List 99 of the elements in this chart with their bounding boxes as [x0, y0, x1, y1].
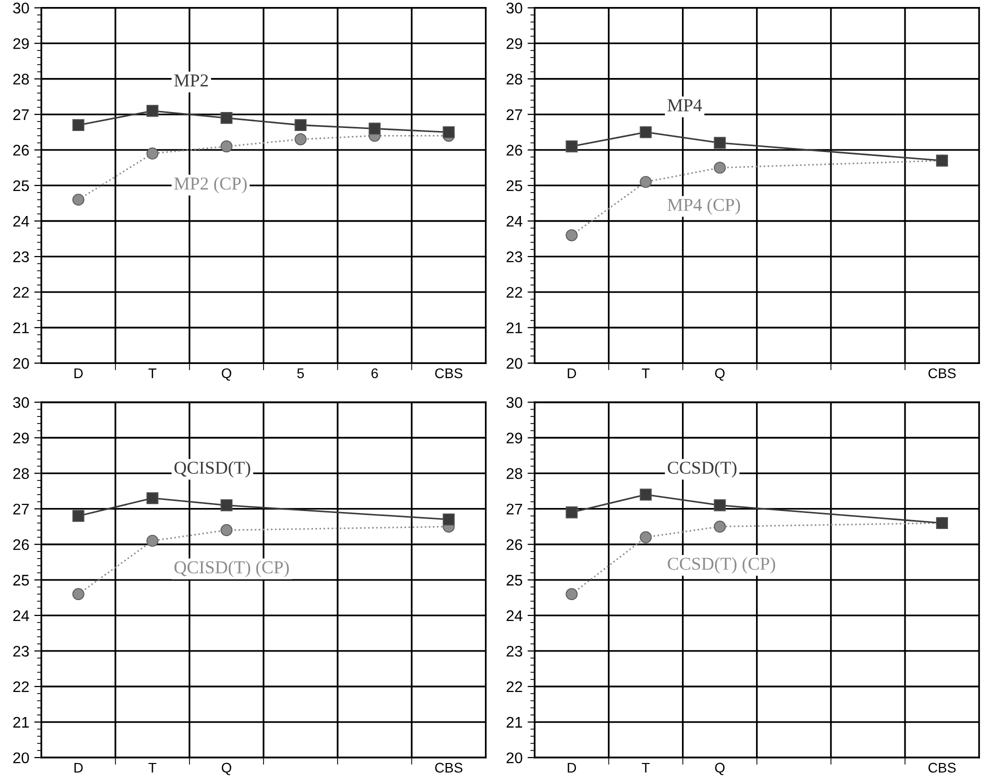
point — [566, 140, 578, 152]
series-label: MP4 (CP) — [668, 198, 740, 215]
y-tick-label: 26 — [13, 144, 29, 156]
y-tick-label: 23 — [506, 646, 522, 657]
y-tick-label: 30 — [506, 397, 522, 408]
point — [566, 588, 578, 600]
point — [220, 499, 232, 512]
y-tick-label: 23 — [13, 646, 29, 657]
point — [714, 162, 726, 174]
point — [566, 229, 578, 242]
y-tick-label: 27 — [506, 109, 522, 120]
point — [640, 488, 652, 501]
x-tick-label: T — [148, 368, 156, 378]
y-tick-label: 25 — [13, 180, 29, 192]
x-tick-label: CBS — [928, 368, 956, 378]
y-tick-label: 29 — [13, 432, 29, 444]
point — [640, 531, 652, 544]
x-tick-label: D — [568, 762, 576, 772]
y-tick-label: 22 — [13, 286, 29, 298]
series-label: CCSD(T) — [668, 461, 736, 478]
point — [714, 520, 726, 533]
y-tick-label: 22 — [506, 681, 522, 692]
y-tick-label: 26 — [506, 539, 522, 550]
series-label: QCISD(T) — [174, 461, 250, 478]
point — [294, 119, 307, 132]
point — [220, 524, 232, 536]
y-tick-label: 24 — [506, 216, 522, 227]
point — [72, 194, 84, 206]
y-tick-label: 24 — [13, 610, 30, 621]
point — [146, 492, 158, 504]
x-tick-label: D — [568, 368, 576, 378]
point — [368, 122, 381, 135]
x-tick-label: 6 — [371, 368, 378, 378]
y-tick-label: 26 — [506, 144, 522, 156]
y-tick-label: 20 — [13, 358, 29, 369]
x-tick-label: D — [74, 368, 83, 378]
y-tick-label: 21 — [506, 716, 522, 728]
y-tick-label: 23 — [13, 251, 29, 262]
y-tick-label: 30 — [13, 397, 29, 408]
y-tick-label: 21 — [13, 322, 29, 334]
point — [442, 126, 455, 138]
y-tick-label: 20 — [13, 752, 29, 764]
y-tick-label: 21 — [506, 322, 522, 334]
x-tick-label: Q — [222, 368, 232, 381]
point — [294, 133, 307, 146]
x-tick-label: Q — [222, 762, 232, 776]
y-tick-label: 20 — [506, 358, 522, 369]
point — [146, 148, 158, 160]
point — [72, 588, 84, 600]
y-tick-label: 25 — [506, 180, 522, 192]
point — [72, 119, 84, 132]
y-tick-label: 24 — [13, 216, 30, 227]
series-label: MP2 (CP) — [174, 176, 247, 194]
x-tick-label: Q — [715, 762, 725, 776]
y-tick-label: 28 — [506, 468, 522, 479]
x-tick-label: CBS — [435, 368, 462, 378]
y-tick-label: 21 — [13, 716, 29, 728]
x-tick-label: Q — [715, 368, 725, 381]
point — [72, 510, 84, 522]
x-tick-label: 5 — [297, 368, 304, 378]
y-tick-label: 20 — [506, 752, 522, 764]
point — [146, 534, 158, 547]
x-tick-label: CBS — [435, 762, 462, 773]
point — [146, 104, 158, 117]
series-label: QCISD(T) (CP) — [174, 560, 289, 578]
point — [714, 499, 726, 512]
point — [640, 126, 652, 138]
series-label: CCSD(T) (CP) — [668, 557, 776, 574]
point — [566, 506, 578, 518]
point — [442, 514, 455, 526]
x-tick-label: CBS — [928, 762, 956, 773]
y-tick-label: 29 — [506, 38, 522, 50]
x-tick-label: T — [642, 762, 650, 772]
y-tick-label: 28 — [13, 74, 29, 85]
y-tick-label: 24 — [506, 610, 522, 621]
y-tick-label: 29 — [13, 38, 29, 50]
y-tick-label: 26 — [13, 539, 29, 550]
y-tick-label: 27 — [13, 504, 29, 514]
y-tick-label: 25 — [13, 574, 29, 586]
y-tick-label: 30 — [506, 2, 522, 14]
y-tick-label: 28 — [13, 468, 29, 479]
x-tick-label: D — [74, 762, 83, 772]
y-tick-label: 27 — [13, 109, 29, 120]
y-tick-label: 30 — [13, 2, 29, 14]
y-tick-label: 28 — [506, 74, 522, 85]
point — [220, 140, 232, 152]
y-tick-label: 29 — [506, 432, 522, 444]
point — [640, 176, 652, 188]
x-tick-label: T — [642, 368, 650, 378]
point — [220, 112, 232, 124]
y-tick-label: 23 — [506, 251, 522, 262]
series-label: MP4 — [668, 99, 702, 112]
y-tick-label: 27 — [506, 504, 522, 514]
series-label: MP2 — [174, 74, 208, 86]
y-tick-label: 25 — [506, 574, 522, 586]
y-tick-label: 22 — [506, 286, 522, 298]
y-tick-label: 22 — [13, 681, 29, 692]
x-tick-label: T — [148, 762, 156, 772]
point — [714, 136, 726, 149]
